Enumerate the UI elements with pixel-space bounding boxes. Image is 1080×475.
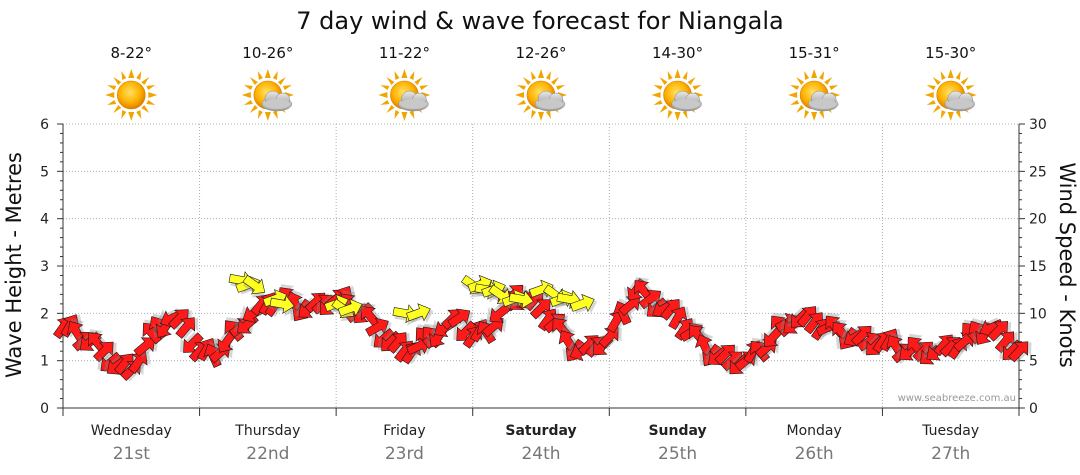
temp-range-label: 15-31° — [789, 44, 840, 62]
right-tick-label: 25 — [1029, 164, 1047, 180]
wind-arrow — [179, 332, 204, 353]
wind-arrow — [133, 337, 159, 358]
left-tick-label: 2 — [40, 306, 49, 322]
wind-arrow — [92, 341, 117, 363]
wind-arrow — [447, 308, 474, 329]
temp-range-label: 14-30° — [652, 44, 703, 62]
left-tick-label: 6 — [40, 117, 49, 133]
day-date-label: 26th — [795, 444, 834, 464]
day-name-label: Friday — [383, 423, 425, 439]
wind-arrow — [128, 351, 151, 375]
left-tick-label: 4 — [40, 212, 49, 228]
partly-cloudy-icon — [651, 69, 704, 121]
day-date-label: 27th — [931, 444, 970, 464]
day-date-label: 25th — [658, 444, 697, 464]
day-name-label: Monday — [787, 423, 842, 439]
partly-cloudy-icon — [788, 69, 841, 121]
temp-range-label: 12-26° — [515, 44, 566, 62]
wind-arrow — [214, 329, 237, 353]
day-date-label: 24th — [521, 444, 560, 464]
temp-range-label: 8-22° — [111, 44, 153, 62]
chart-grid — [63, 123, 1019, 408]
gust-arrow — [242, 274, 266, 298]
day-name-label: Tuesday — [921, 423, 979, 439]
wind-arrow — [175, 317, 199, 339]
wind-arrow — [803, 312, 827, 335]
day-date-label: 22nd — [246, 444, 289, 464]
right-tick-label: 0 — [1029, 401, 1038, 417]
left-axis-title: Wave Height - Metres — [2, 152, 26, 378]
wind-arrows — [52, 271, 1032, 382]
day-labels: Wednesday 21st Thursday 22nd Friday 23rd Satur… — [91, 423, 979, 464]
right-axis-title: Wind Speed - Knots — [1055, 162, 1079, 367]
day-name-label: Sunday — [648, 423, 706, 439]
wind-arrow — [1008, 341, 1032, 363]
weather-header: 8-22° 10-26° 11-22° 12-26° 14-30° 15-31° 15-30… — [105, 44, 977, 121]
wind-arrow — [113, 353, 137, 376]
left-tick-label: 3 — [40, 259, 49, 275]
wind-arrow — [638, 289, 665, 311]
right-tick-label: 20 — [1029, 212, 1047, 228]
wind-arrow — [668, 306, 691, 331]
day-name-label: Saturday — [505, 423, 576, 439]
temp-range-label: 10-26° — [242, 44, 293, 62]
day-name-label: Thursday — [234, 423, 300, 439]
gust-arrow — [569, 293, 598, 314]
temp-range-label: 11-22° — [379, 44, 430, 62]
right-tick-label: 5 — [1029, 354, 1038, 370]
partly-cloudy-icon — [515, 69, 567, 121]
sun-icon — [105, 69, 158, 121]
gust-arrow — [269, 294, 296, 317]
partly-cloudy-icon — [378, 69, 431, 121]
wind-arrow — [529, 299, 554, 320]
gust-arrow — [508, 290, 535, 312]
left-tick-label: 5 — [40, 164, 49, 180]
credit-label: www.seabreeze.com.au — [898, 393, 1016, 404]
left-tick-label: 0 — [40, 401, 49, 417]
partly-cloudy-icon — [924, 69, 977, 121]
left-tick-label: 1 — [40, 354, 49, 370]
chart-title: 7 day wind & wave forecast for Niangala — [296, 7, 784, 35]
right-tick-label: 10 — [1029, 306, 1047, 322]
day-date-label: 23rd — [385, 444, 424, 464]
gust-arrow — [337, 298, 365, 319]
wind-arrow — [453, 320, 477, 342]
day-date-label: 21st — [113, 444, 150, 464]
wind-arrow — [365, 317, 392, 338]
wind-arrow — [796, 306, 820, 328]
day-name-label: Wednesday — [91, 423, 172, 439]
right-tick-label: 30 — [1029, 117, 1047, 133]
chart-axes: 0 1 2 3 4 5 6 0 5 10 15 20 25 30 — [40, 117, 1047, 417]
partly-cloudy-icon — [241, 69, 294, 121]
right-tick-label: 15 — [1029, 259, 1047, 275]
gust-arrow — [406, 303, 434, 323]
wind-arrow — [987, 321, 1012, 342]
temp-range-label: 15-30° — [925, 44, 976, 62]
